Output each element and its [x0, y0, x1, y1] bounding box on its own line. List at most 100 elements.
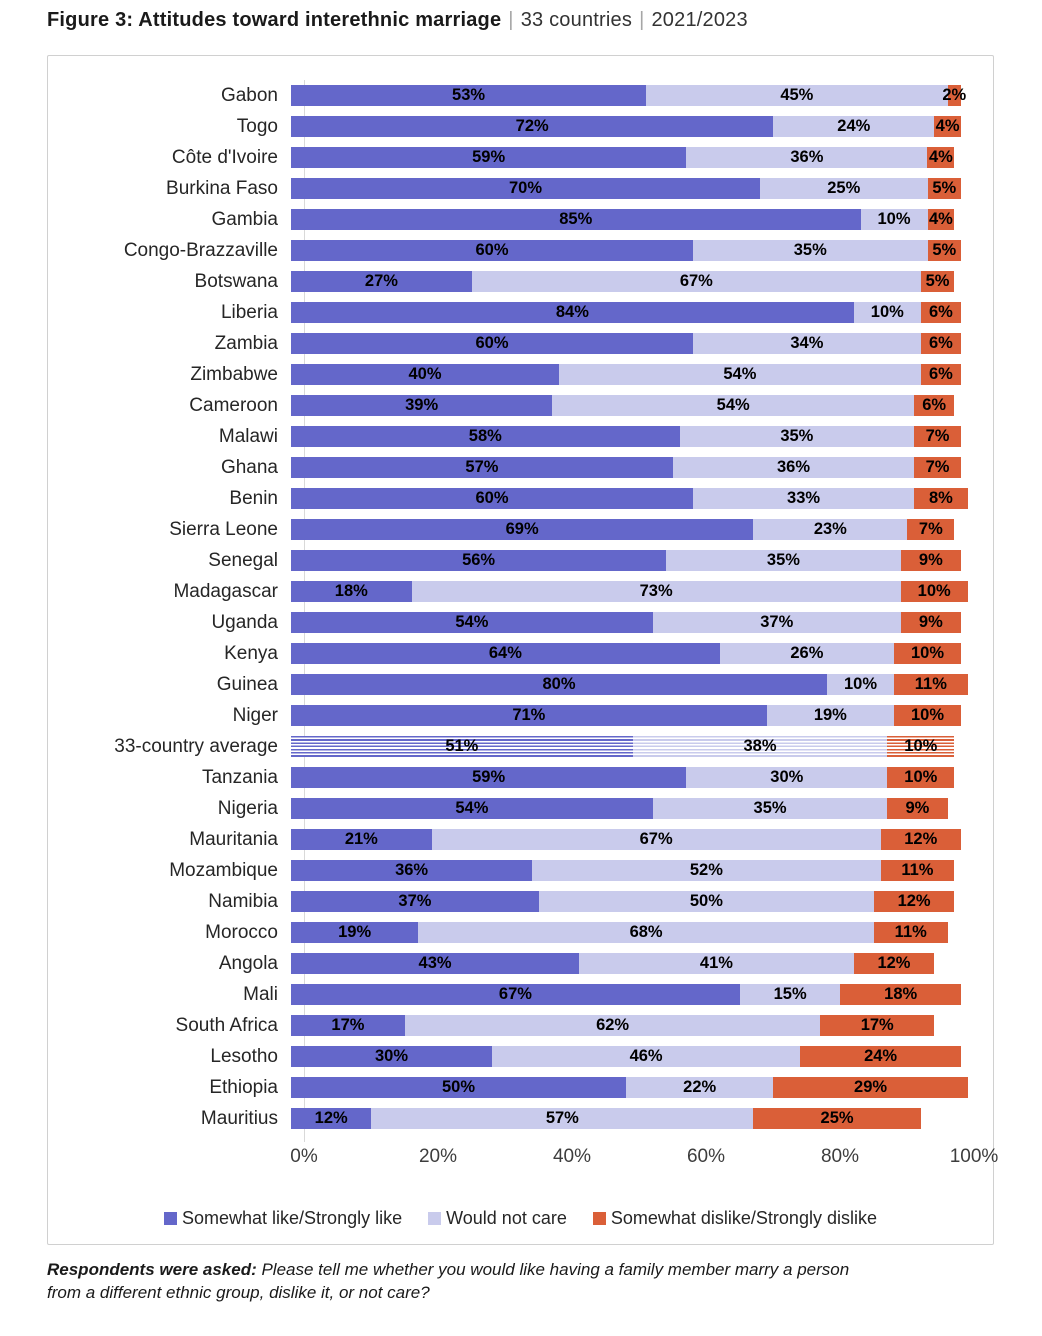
chart-row: Angola 43% 41% 12% — [48, 948, 993, 979]
value-label: 58% — [468, 426, 502, 445]
value-label: 9% — [905, 798, 930, 817]
stacked-bar: 37% 50% 12% — [291, 891, 961, 912]
bar-segment-like: 19% — [291, 922, 419, 943]
value-label: 51% — [445, 736, 479, 755]
chart-row: Benin 60% 33% 8% — [48, 483, 993, 514]
country-label: Botswana — [194, 270, 278, 292]
bar-segment-would-not-care: 19% — [766, 705, 894, 726]
country-label: Mauritius — [200, 1107, 278, 1129]
bar-segment-like: 36% — [291, 860, 533, 881]
value-label: 57% — [465, 457, 499, 476]
bar-segment-like: 51% — [291, 736, 633, 757]
stacked-bar: 21% 67% 12% — [291, 829, 961, 850]
value-label: 56% — [462, 550, 496, 569]
bar-segment-like: 84% — [291, 302, 854, 323]
chart-row: Kenya 64% 26% 10% — [48, 638, 993, 669]
value-label: 29% — [854, 1077, 888, 1096]
bar-segment-like: 56% — [291, 550, 667, 571]
chart-row: Togo 72% 24% 4% — [48, 111, 993, 142]
value-label: 70% — [508, 178, 543, 197]
stacked-bar: 72% 24% 4% — [291, 116, 961, 137]
bar-segment-dislike: 6% — [920, 333, 961, 354]
chart-row: Zambia 60% 34% 6% — [48, 328, 993, 359]
chart-row: Mali 67% 15% 18% — [48, 979, 993, 1010]
title-period: 2021/2023 — [651, 9, 748, 31]
value-label: 39% — [405, 395, 439, 414]
value-label: 36% — [395, 860, 429, 879]
country-label: Cameroon — [189, 394, 278, 416]
bar-segment-like: 21% — [291, 829, 432, 850]
bar-segment-would-not-care: 52% — [532, 860, 881, 881]
chart-row: Madagascar 18% 73% 10% — [48, 576, 993, 607]
bar-segment-would-not-care: 54% — [559, 364, 921, 385]
value-label: 34% — [790, 333, 824, 352]
stacked-bar: 60% 34% 6% — [291, 333, 961, 354]
value-label: 10% — [843, 674, 878, 693]
stacked-bar: 58% 35% 7% — [291, 426, 961, 447]
value-label: 11% — [914, 674, 947, 693]
y-axis-line — [304, 80, 305, 1142]
chart-row-average: 33-country average 51% 38% 10% — [48, 731, 993, 762]
bar-segment-would-not-care: 50% — [538, 891, 874, 912]
chart-row: Congo-Brazzaville 60% 35% 5% — [48, 235, 993, 266]
bar-segment-dislike: 8% — [914, 488, 968, 509]
bar-segment-would-not-care: 33% — [693, 488, 915, 509]
value-label: 10% — [904, 767, 938, 786]
country-label: Togo — [236, 115, 278, 137]
country-label: Morocco — [205, 921, 278, 943]
value-label: 41% — [699, 953, 733, 972]
value-label: 7% — [925, 426, 950, 445]
bar-segment-would-not-care: 24% — [773, 116, 935, 137]
chart-row: Gabon 53% 45% 2% — [48, 80, 993, 111]
value-label: 35% — [753, 798, 787, 817]
bar-segment-would-not-care: 37% — [652, 612, 901, 633]
country-label: Guinea — [216, 673, 278, 695]
stacked-bar: 85% 10% 4% — [291, 209, 961, 230]
bar-segment-like: 57% — [291, 457, 673, 478]
value-label: 35% — [793, 240, 827, 259]
bar-segment-like: 59% — [291, 147, 687, 168]
bar-segment-would-not-care: 35% — [652, 798, 888, 819]
country-label: Sierra Leone — [169, 518, 278, 540]
bar-segment-dislike: 7% — [914, 426, 961, 447]
country-label: Gabon — [220, 84, 278, 106]
country-label: Lesotho — [210, 1045, 278, 1067]
country-label: Congo-Brazzaville — [123, 239, 278, 261]
chart-frame: Gabon 53% 45% 2% Togo 72% 24% 4% Côte d'Ivoire 59… — [47, 55, 998, 1245]
value-label: 73% — [639, 581, 673, 600]
bar-segment-like: 53% — [291, 85, 647, 106]
bar-segment-like: 60% — [291, 240, 693, 261]
value-label: 8% — [928, 488, 953, 507]
stacked-bar: 54% 35% 9% — [291, 798, 961, 819]
bar-segment-dislike: 5% — [927, 178, 961, 199]
bar-segment-like: 40% — [291, 364, 559, 385]
value-label: 50% — [441, 1077, 476, 1096]
value-label: 71% — [512, 705, 546, 724]
footnote: Respondents were asked: Please tell me w… — [47, 1258, 887, 1305]
bar-segment-dislike: 12% — [873, 891, 955, 912]
chart-row: Namibia 37% 50% 12% — [48, 886, 993, 917]
value-label: 21% — [344, 829, 378, 848]
country-label: Angola — [218, 952, 278, 974]
chart-row: Liberia 84% 10% 6% — [48, 297, 993, 328]
value-label: 10% — [904, 736, 938, 755]
country-label: Côte d'Ivoire — [171, 146, 278, 168]
bar-segment-dislike: 11% — [880, 860, 955, 881]
legend-label: Would not care — [446, 1208, 567, 1228]
country-label: Zimbabwe — [190, 363, 278, 385]
value-label: 35% — [766, 550, 800, 569]
country-label: Namibia — [208, 890, 278, 912]
value-label: 57% — [545, 1108, 579, 1127]
country-label: Senegal — [208, 549, 278, 571]
figure-title-label: Figure 3: Attitudes toward interethnic m… — [47, 9, 502, 31]
value-label: 17% — [331, 1015, 365, 1034]
bar-segment-would-not-care: 10% — [860, 209, 928, 230]
bar-segment-dislike: 9% — [887, 798, 948, 819]
value-label: 19% — [813, 705, 847, 724]
x-axis-tick: 0% — [290, 1146, 318, 1167]
bar-segment-like: 54% — [291, 798, 653, 819]
chart-row: Mozambique 36% 52% 11% — [48, 855, 993, 886]
value-label: 6% — [928, 364, 953, 383]
legend-label: Somewhat dislike/Strongly dislike — [610, 1208, 877, 1228]
value-label: 33% — [787, 488, 821, 507]
